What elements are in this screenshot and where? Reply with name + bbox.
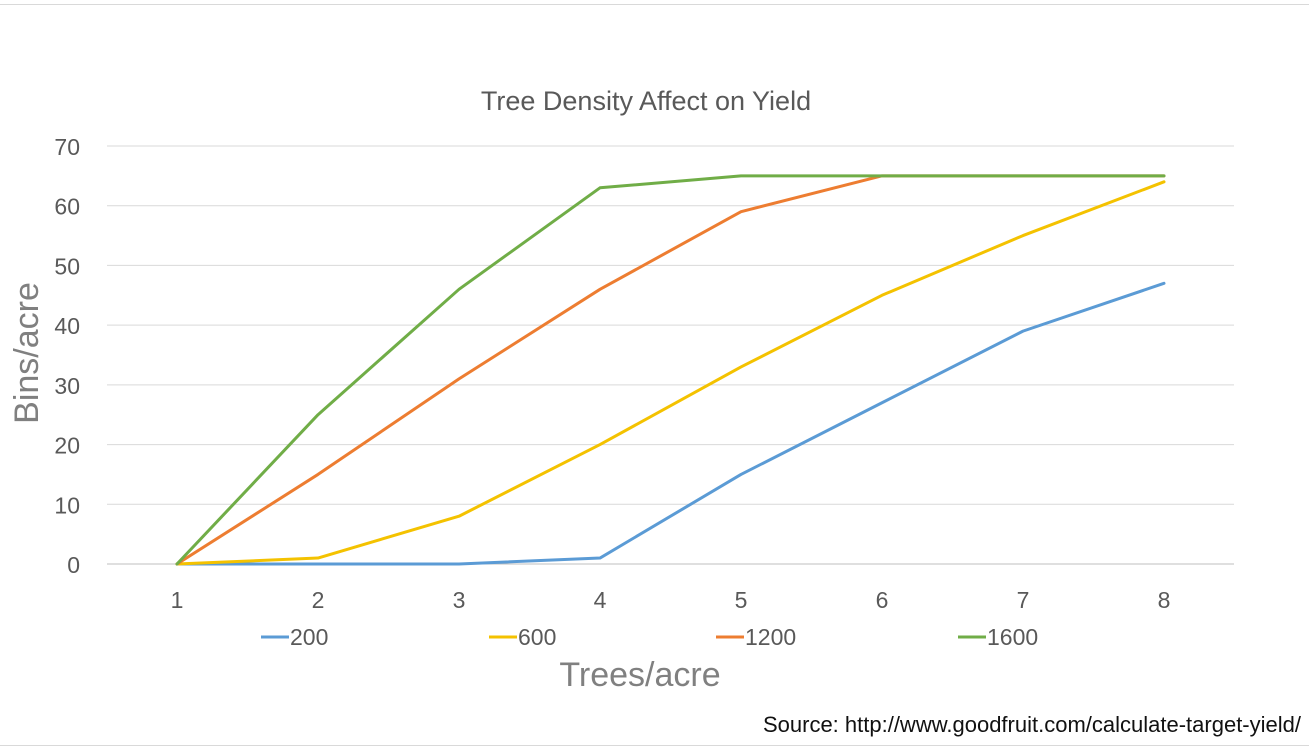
x-tick-label: 7: [1017, 587, 1030, 613]
legend-label: 600: [518, 624, 556, 650]
series-line-200: [175, 281, 1166, 566]
chart-title: Tree Density Affect on Yield: [481, 86, 811, 116]
y-axis-ticks: 0 10 20 30 40 50 60 70: [54, 134, 80, 578]
x-tick-label: 3: [453, 587, 466, 613]
y-tick-label: 20: [54, 433, 80, 459]
x-tick-label: 2: [312, 587, 325, 613]
x-tick-label: 4: [594, 587, 607, 613]
x-tick-label: 6: [876, 587, 889, 613]
series-line-1600: [175, 174, 1166, 566]
x-axis-label: Trees/acre: [559, 656, 720, 694]
source-note: Source: http://www.goodfruit.com/calcula…: [762, 712, 1301, 737]
legend-label: 200: [290, 624, 328, 650]
legend-label: 1200: [745, 624, 796, 650]
top-border: [0, 4, 1309, 5]
y-tick-label: 60: [54, 194, 80, 220]
series-line-600: [175, 180, 1166, 566]
y-tick-label: 30: [54, 373, 80, 399]
x-axis-ticks: 1 2 3 4 5 6 7 8: [171, 587, 1171, 613]
series-line-1200: [175, 174, 1166, 566]
series-lines: [175, 174, 1166, 566]
legend-label: 1600: [987, 624, 1038, 650]
y-tick-label: 70: [54, 134, 80, 160]
gridlines: [107, 145, 1234, 565]
y-tick-label: 50: [54, 253, 80, 279]
legend: 200 600 1200 1600: [261, 624, 1038, 650]
y-tick-label: 10: [54, 492, 80, 518]
x-tick-label: 5: [735, 587, 748, 613]
x-tick-label: 8: [1158, 587, 1171, 613]
x-tick-label: 1: [171, 587, 184, 613]
y-axis-label: Bins/acre: [8, 282, 46, 424]
y-tick-label: 40: [54, 313, 80, 339]
y-tick-label: 0: [67, 552, 80, 578]
bottom-border: [0, 745, 1309, 746]
